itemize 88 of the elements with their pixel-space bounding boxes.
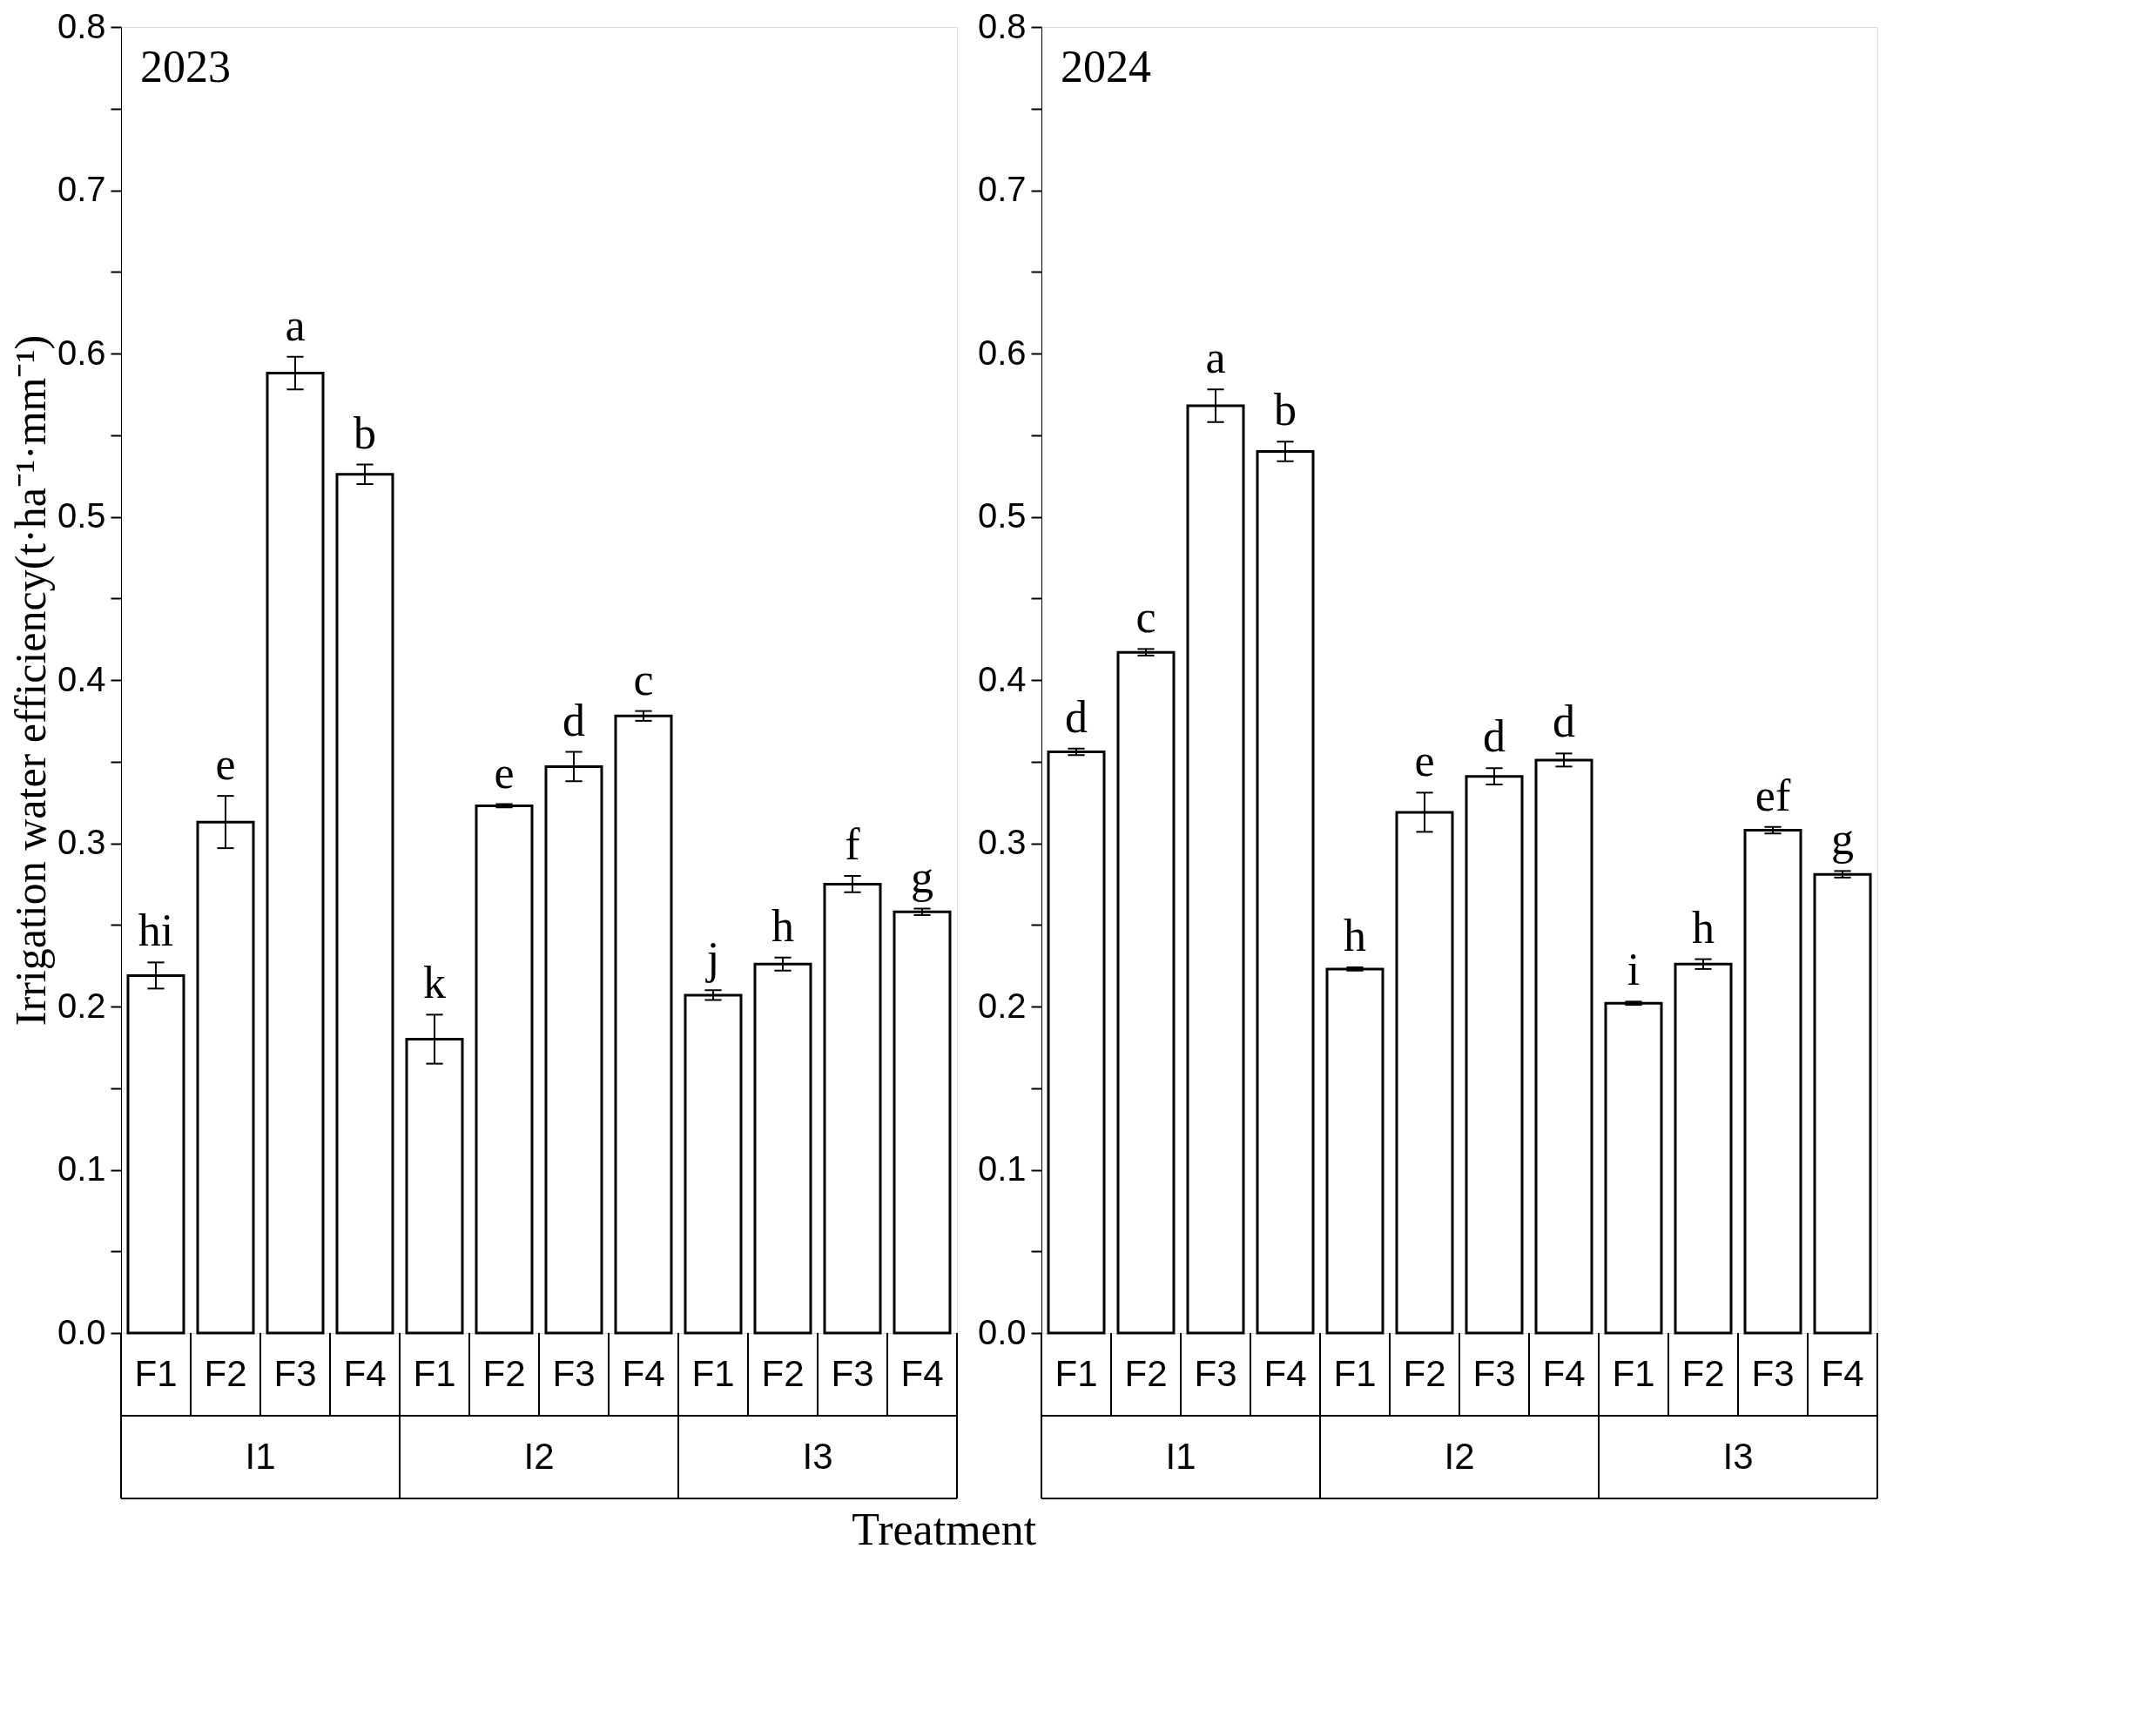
x-tick-label: F2 [1124,1352,1168,1394]
x-tick-label: F3 [1751,1352,1795,1394]
y-tick-label: 0.7 [977,170,1027,208]
y-tick-label: 0.1 [57,1149,106,1188]
x-tick-label: F3 [1472,1352,1516,1394]
bar [893,910,952,1335]
data-label: g [911,852,933,902]
data-label: h [1692,902,1715,953]
data-label: h [771,900,794,951]
data-label: ef [1755,770,1791,820]
x-tick-label: F4 [1263,1352,1307,1394]
y-tick-label: 0.5 [57,496,106,535]
text: I1 [245,1435,276,1477]
y-tick-label: 0.2 [57,986,106,1025]
data-label: a [1205,333,1226,383]
y-tick-label: 0.2 [977,986,1027,1025]
bar [1743,829,1802,1335]
bar [684,993,743,1335]
y-tick-label: 0.1 [977,1149,1027,1188]
y-tick-label: 0.3 [57,823,106,861]
x-tick-label: F4 [1542,1352,1586,1394]
y-tick-label: 0.4 [977,659,1027,698]
y-tick-label: 0.6 [57,333,106,372]
x-tick-label: F2 [1403,1352,1446,1394]
data-label: f [845,819,861,869]
x-tick-label: F1 [413,1352,456,1394]
x-tick-label: F2 [761,1352,805,1394]
bar [614,714,673,1335]
text: I3 [1722,1435,1754,1477]
bar [1674,962,1733,1335]
text: I3 [802,1435,833,1477]
x-tick-label: F4 [1821,1352,1864,1394]
chart-title: 2023 [140,42,231,91]
x-tick-label: F2 [1681,1352,1725,1394]
y-tick-label: 0.4 [57,659,106,698]
y-tick-label: 0.0 [977,1312,1027,1351]
y-tick-label: 0.0 [57,1312,106,1351]
bar [753,962,812,1335]
text: I1 [1165,1435,1196,1477]
y-tick-label: 0.5 [977,496,1027,535]
x-tick-label: F3 [831,1352,874,1394]
x-tick-label: F3 [552,1352,596,1394]
bar [1604,1001,1663,1335]
x-tick-label: F1 [691,1352,735,1394]
x-tick-label: F1 [1612,1352,1655,1394]
bar [1325,967,1385,1335]
data-label: hi [138,906,174,956]
y-tick-label: 0.6 [977,333,1027,372]
y-tick-label: 0.8 [977,6,1027,45]
data-label: a [285,300,306,350]
data-label: g [1831,814,1854,865]
y-tick-label: 0.8 [57,6,106,45]
bar [1813,872,1872,1335]
text: I2 [1444,1435,1475,1477]
y-axis-title: Irrigation water efficiency(t·ha⁻¹·mm⁻¹) [5,334,55,1027]
data-label: e [1414,736,1435,786]
chart-title: 2024 [1061,42,1151,91]
bar [1116,650,1176,1335]
data-label: c [633,654,654,704]
x-tick-label: F1 [1054,1352,1098,1394]
data-label: i [1627,945,1641,995]
x-tick-label: F1 [1333,1352,1377,1394]
data-label: j [704,933,720,984]
x-axis-title: Treatment [852,1504,1037,1554]
data-label: b [1274,385,1297,435]
bar [475,804,534,1335]
x-tick-label: F4 [343,1352,387,1394]
y-tick-label: 0.7 [57,170,106,208]
data-label: e [215,739,236,790]
y-tick-label: 0.3 [977,823,1027,861]
text: I2 [523,1435,555,1477]
data-label: h [1344,911,1366,960]
x-tick-label: F4 [622,1352,665,1394]
x-tick-label: F2 [482,1352,526,1394]
data-label: c [1135,592,1156,643]
x-tick-label: F3 [1194,1352,1237,1394]
data-label: k [423,958,446,1008]
data-label: e [494,747,515,798]
data-label: d [563,695,585,745]
x-tick-label: F2 [204,1352,247,1394]
x-tick-label: F1 [134,1352,178,1394]
bar [1047,751,1106,1335]
x-tick-label: F3 [273,1352,317,1394]
data-label: b [354,407,376,458]
x-tick-label: F4 [900,1352,944,1394]
data-label: d [1483,711,1506,762]
data-label: d [1065,691,1088,742]
data-label: d [1553,697,1575,747]
